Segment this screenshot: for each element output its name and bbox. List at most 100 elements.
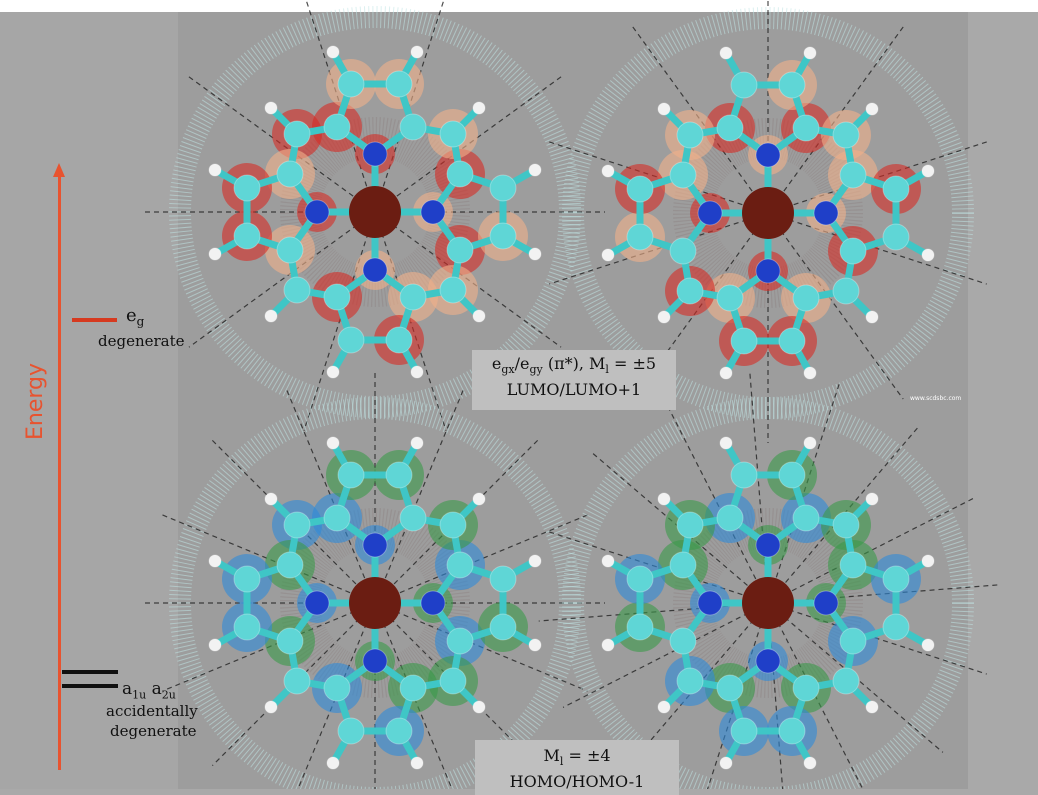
homo-b-hydrogen-atom — [921, 554, 935, 568]
lumo-x-carbon-atom — [283, 120, 311, 148]
homo-a-hydrogen-atom — [410, 756, 424, 770]
lumo-y-carbon-atom — [669, 161, 697, 189]
lumo-x-carbon-atom — [337, 326, 365, 354]
homo-b-carbon-atom — [626, 613, 654, 641]
lumo-x-hydrogen-atom — [472, 101, 486, 115]
homo-a-hydrogen-atom — [208, 554, 222, 568]
homo-a-nitrogen-atom — [362, 648, 388, 674]
homo-b-carbon-atom — [716, 674, 744, 702]
lumo-x-carbon-atom — [323, 113, 351, 141]
homo-b-hydrogen-atom — [865, 492, 879, 506]
homo-a-metal-atom — [349, 577, 401, 629]
lumo-x-hydrogen-atom — [326, 365, 340, 379]
lumo-y-carbon-atom — [778, 327, 806, 355]
homo-b-carbon-atom — [669, 551, 697, 579]
homo-a-carbon-atom — [439, 667, 467, 695]
lumo-x-hydrogen-atom — [528, 163, 542, 177]
homo-b-carbon-atom — [626, 565, 654, 593]
eg-level-description: degenerate — [98, 332, 185, 350]
right-margin — [968, 12, 1038, 789]
homo-a-carbon-atom — [399, 674, 427, 702]
lumo-y-carbon-atom — [792, 114, 820, 142]
lumo-y-hydrogen-atom — [657, 310, 671, 324]
lumo-x-carbon-atom — [385, 326, 413, 354]
homo-b-hydrogen-atom — [865, 700, 879, 714]
lumo-y-carbon-atom — [669, 237, 697, 265]
homo-a-hydrogen-atom — [326, 436, 340, 450]
lumo-y-carbon-atom — [832, 277, 860, 305]
homo-b-carbon-atom — [792, 504, 820, 532]
energy-diagram-panel — [0, 12, 178, 789]
lumo-y-carbon-atom — [716, 284, 744, 312]
lumo-x-carbon-atom — [276, 236, 304, 264]
lumo-y-carbon-atom — [882, 175, 910, 203]
homo-b-carbon-atom — [792, 674, 820, 702]
lumo-y-electron-density-halo — [562, 7, 974, 419]
a2u-level-bar — [62, 684, 118, 688]
lumo-y-hydrogen-atom — [865, 102, 879, 116]
lumo-x-hydrogen-atom — [472, 309, 486, 323]
homo-a-hydrogen-atom — [528, 554, 542, 568]
lumo-x-carbon-atom — [489, 174, 517, 202]
homo-b-nitrogen-atom — [697, 590, 723, 616]
homo-b-carbon-atom — [676, 667, 704, 695]
homo-b-hydrogen-atom — [719, 756, 733, 770]
homo-a-hydrogen-atom — [528, 638, 542, 652]
lumo-x-carbon-atom — [439, 276, 467, 304]
lumo-y-carbon-atom — [730, 71, 758, 99]
lumo-x-nitrogen-atom — [362, 141, 388, 167]
homo-b-carbon-atom — [778, 717, 806, 745]
lumo-y-carbon-atom — [626, 223, 654, 251]
lumo-y-carbon-atom — [778, 71, 806, 99]
lumo-x-carbon-atom — [399, 283, 427, 311]
lumo-x-metal-atom — [349, 186, 401, 238]
homo-a-carbon-atom — [283, 667, 311, 695]
lumo-x-carbon-atom — [446, 236, 474, 264]
energy-axis-label: Energy — [23, 362, 48, 440]
homo-a-carbon-atom — [399, 504, 427, 532]
a-levels-label: a1u a2u — [122, 679, 176, 702]
lumo-x-carbon-atom — [489, 222, 517, 250]
lumo-y-carbon-atom — [832, 121, 860, 149]
homo-b-carbon-atom — [839, 627, 867, 655]
homo-b-nitrogen-atom — [755, 532, 781, 558]
lumo-x-carbon-atom — [276, 160, 304, 188]
homo-a-carbon-atom — [233, 565, 261, 593]
homo-caption: Ml = ±4 HOMO/HOMO-1 — [475, 740, 679, 795]
lumo-caption-line1: egx/egy (π*), Ml = ±5 — [491, 354, 657, 377]
lumo-y-nitrogen-atom — [755, 142, 781, 168]
homo-b-hydrogen-atom — [601, 554, 615, 568]
homo-b-hydrogen-atom — [657, 492, 671, 506]
lumo-y-carbon-atom — [882, 223, 910, 251]
lumo-x-carbon-atom — [233, 174, 261, 202]
homo-b-carbon-atom — [839, 551, 867, 579]
lumo-x-carbon-atom — [323, 283, 351, 311]
lumo-x-nitrogen-atom — [304, 199, 330, 225]
homo-b-carbon-atom — [832, 511, 860, 539]
homo-a-carbon-atom — [489, 613, 517, 641]
homo-b-hydrogen-atom — [719, 436, 733, 450]
homo-a-nodal-line — [162, 514, 588, 692]
eg-level-label: eg — [126, 305, 145, 329]
homo-a-hydrogen-atom — [208, 638, 222, 652]
lumo-x-carbon-atom — [233, 222, 261, 250]
lumo-x-nitrogen-atom — [362, 257, 388, 283]
lumo-y-hydrogen-atom — [601, 248, 615, 262]
lumo-y-carbon-atom — [626, 175, 654, 203]
lumo-y-nitrogen-atom — [813, 200, 839, 226]
homo-a-nitrogen-atom — [304, 590, 330, 616]
homo-a-hydrogen-atom — [326, 756, 340, 770]
energy-axis — [58, 175, 61, 770]
homo-a-carbon-atom — [439, 511, 467, 539]
homo-b-carbon-atom — [882, 613, 910, 641]
lumo-x-hydrogen-atom — [326, 45, 340, 59]
homo-b-carbon-atom — [716, 504, 744, 532]
homo-caption-line2: HOMO/HOMO-1 — [509, 772, 645, 792]
homo-b-hydrogen-atom — [803, 756, 817, 770]
homo-a-carbon-atom — [337, 461, 365, 489]
lumo-y-hydrogen-atom — [601, 164, 615, 178]
lumo-caption-line2: LUMO/LUMO+1 — [506, 380, 642, 400]
homo-a-carbon-atom — [276, 627, 304, 655]
lumo-y-hydrogen-atom — [719, 366, 733, 380]
